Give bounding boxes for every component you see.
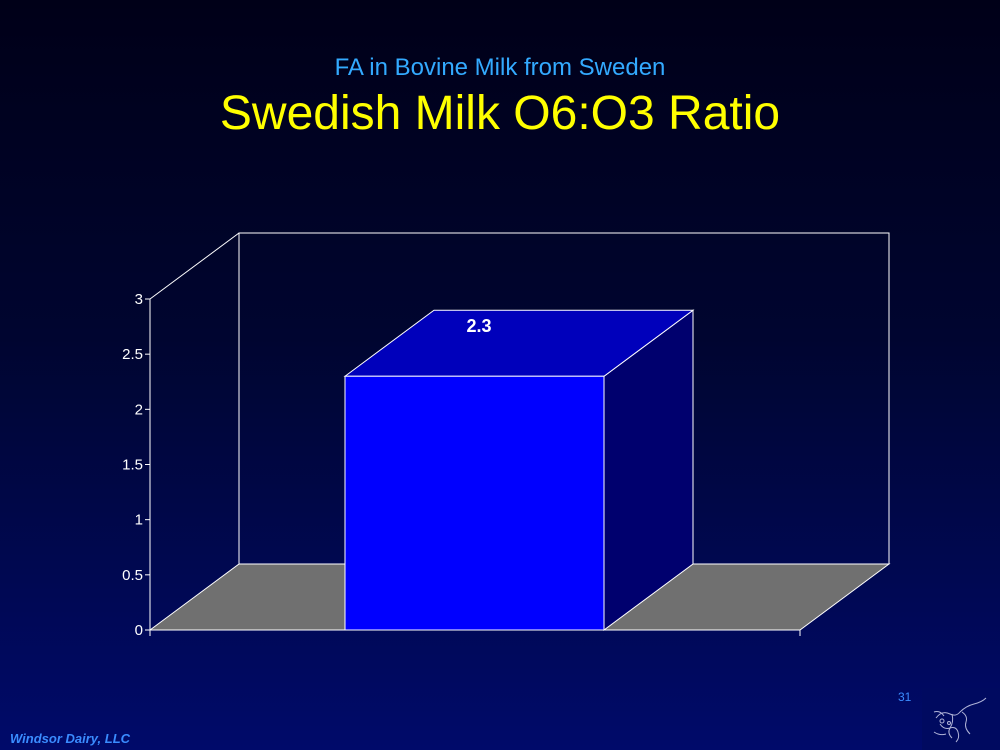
bar-data-label: 2.3: [466, 316, 491, 336]
y-tick-label: 3: [135, 291, 143, 308]
bar: [344, 375, 605, 631]
y-tick-label: 2: [135, 401, 143, 418]
slide-subtitle: FA in Bovine Milk from Sweden: [334, 54, 666, 81]
y-tick-label: 2.5: [122, 346, 143, 363]
cow-sketch-icon: [933, 697, 987, 743]
y-tick-label: 1.5: [122, 457, 143, 474]
page-number: 31: [898, 690, 912, 704]
y-tick-label: 1: [135, 512, 143, 529]
slide-title: Swedish Milk O6:O3 Ratio: [219, 87, 781, 140]
chart-side-wall-edge: [149, 232, 240, 300]
y-tick-label: 0.5: [122, 567, 143, 584]
logo-image: [922, 688, 1000, 750]
footer-text: Windsor Dairy, LLC: [10, 731, 131, 746]
y-tick-label: 0: [135, 622, 143, 639]
